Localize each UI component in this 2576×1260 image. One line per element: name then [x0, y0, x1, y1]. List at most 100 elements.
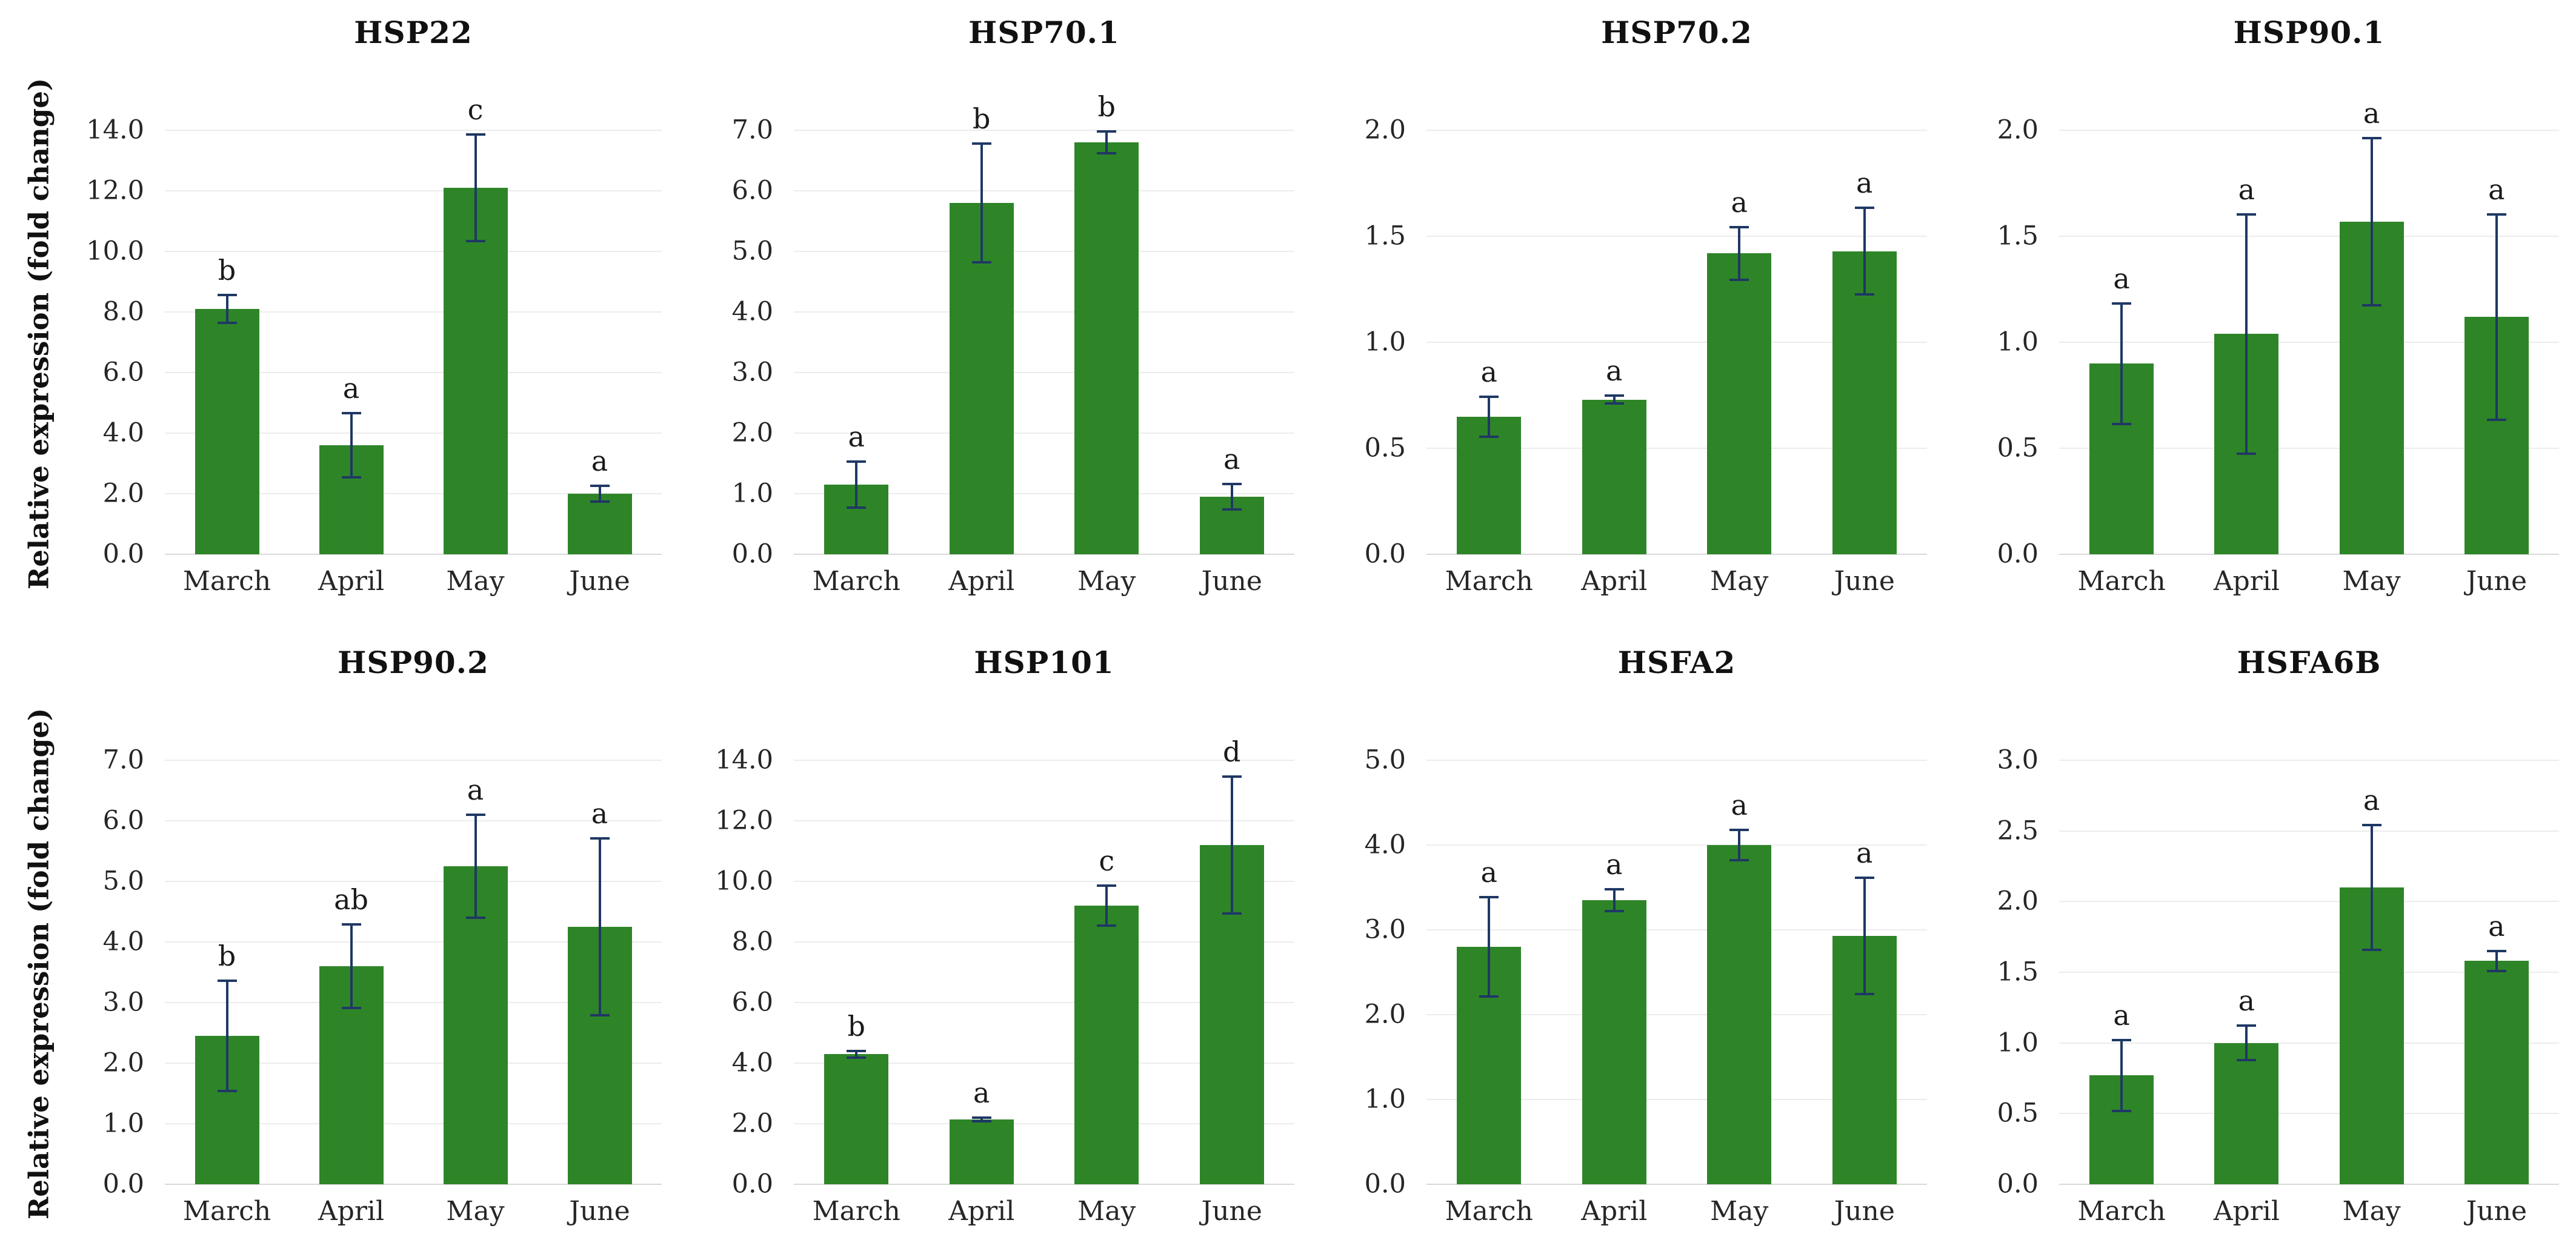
y-tick-label: 4.0 — [1364, 829, 1406, 860]
gridline — [2059, 901, 2559, 903]
error-bar — [1729, 225, 1749, 281]
gridline — [2059, 830, 2559, 832]
chart-hsp22: Relative expression (fold change) HSP22 … — [0, 0, 679, 630]
bar — [949, 1119, 1014, 1184]
y-tick-label: 3.0 — [731, 357, 773, 388]
x-tick-label: June — [1834, 566, 1895, 597]
error-bar — [341, 923, 361, 1009]
error-bar-line — [225, 982, 228, 1090]
significance-letter: a — [2113, 262, 2130, 295]
gridline — [165, 372, 662, 373]
significance-letter: d — [1223, 735, 1241, 768]
plot-area: a a a a — [1426, 760, 1927, 1185]
significance-letter: a — [1480, 856, 1497, 889]
chart-title: HSP70.1 — [968, 15, 1120, 50]
chart-hsp90-2: Relative expression (fold change) HSP90.… — [0, 630, 679, 1260]
error-bar — [1854, 876, 1874, 995]
gridline — [794, 1184, 1294, 1185]
y-tick-label: 0.0 — [731, 539, 773, 569]
gridline — [1426, 554, 1927, 555]
gridline — [2059, 342, 2559, 343]
y-tick-label: 2.0 — [731, 417, 773, 448]
y-tick-label: 1.0 — [102, 1108, 144, 1139]
significance-letter: b — [1097, 90, 1116, 123]
y-tick-label: 6.0 — [731, 987, 773, 1018]
error-bar-line — [2120, 1041, 2123, 1110]
gridline — [2059, 448, 2559, 449]
error-bar — [2486, 213, 2506, 421]
x-tick-label: April — [318, 566, 385, 597]
x-tick-label: April — [1581, 1196, 1648, 1227]
significance-letter: a — [1731, 185, 1748, 219]
y-tick-label: 10.0 — [715, 866, 773, 897]
x-tick-label: March — [2077, 566, 2166, 597]
chart-hsp70-1: HSP70.1 0.0 1.0 2.0 3.0 4.0 5.0 6.0 7.0 a b b a Ma… — [679, 0, 1311, 630]
error-bar-line — [598, 840, 601, 1014]
y-tick-label: 6.0 — [102, 805, 144, 836]
gridline — [2059, 1113, 2559, 1115]
error-bar-line — [2495, 215, 2498, 419]
x-tick-label: June — [569, 1196, 630, 1227]
x-tick-label: April — [948, 1196, 1015, 1227]
gridline — [165, 433, 662, 434]
gridline — [794, 130, 1294, 131]
error-bar — [590, 485, 610, 503]
x-axis: March April May June — [165, 1198, 662, 1237]
x-tick-label: May — [1710, 566, 1769, 597]
significance-letter: a — [1606, 354, 1623, 387]
y-tick-label: 2.0 — [1997, 114, 2039, 145]
x-tick-label: April — [318, 1196, 385, 1227]
chart-hsfa2: HSFA2 0.0 1.0 2.0 3.0 4.0 5.0 a a a a March April… — [1311, 630, 1944, 1260]
gridline — [165, 130, 662, 131]
error-bar — [2237, 1024, 2257, 1061]
y-tick-label: 1.0 — [1364, 1084, 1406, 1115]
error-bar — [2486, 949, 2506, 972]
gridline — [2059, 760, 2559, 761]
y-tick-label: 12.0 — [86, 175, 144, 206]
x-tick-label: March — [812, 566, 900, 597]
significance-letter: a — [973, 1076, 990, 1109]
gridline — [2059, 1184, 2559, 1185]
bar — [443, 866, 508, 1184]
x-tick-label: May — [446, 566, 505, 597]
x-tick-label: March — [1445, 566, 1533, 597]
error-bar-line — [1105, 133, 1108, 152]
y-tick-label: 14.0 — [86, 114, 144, 145]
gridline — [2059, 1042, 2559, 1044]
significance-letter: a — [2488, 173, 2505, 206]
bar — [1457, 416, 1522, 554]
error-bar — [1222, 483, 1242, 511]
gridline — [794, 554, 1294, 555]
chart-title: HSP90.2 — [338, 645, 489, 680]
error-bar — [341, 412, 361, 479]
error-bar-line — [2370, 826, 2373, 949]
gridline — [1426, 130, 1927, 131]
y-tick-label: 0.0 — [1997, 1169, 2039, 1199]
error-bar — [1854, 207, 1874, 296]
error-bar — [217, 980, 237, 1093]
gridline — [1426, 1099, 1927, 1100]
y-tick-label: 1.5 — [1997, 220, 2039, 251]
gridline — [794, 493, 1294, 494]
y-axis: 0.0 2.0 4.0 6.0 8.0 10.0 12.0 14.0 — [679, 747, 773, 1197]
significance-letter: c — [467, 93, 484, 126]
x-tick-label: May — [1077, 566, 1136, 597]
error-bar-line — [855, 1052, 858, 1056]
error-bar-line — [2245, 1027, 2248, 1059]
x-tick-label: May — [1077, 1196, 1136, 1227]
y-tick-label: 2.0 — [1364, 999, 1406, 1030]
error-bar — [971, 1116, 991, 1122]
gridline — [794, 433, 1294, 434]
significance-letter: a — [2363, 784, 2380, 817]
error-bar — [1604, 888, 1624, 912]
y-tick-label: 14.0 — [715, 744, 773, 775]
y-tick-label: 1.0 — [1997, 327, 2039, 357]
y-tick-label: 3.0 — [1364, 914, 1406, 945]
bar — [2464, 961, 2529, 1184]
y-axis: 0.0 0.5 1.0 1.5 2.0 — [1944, 117, 2039, 567]
error-bar-line — [1105, 887, 1108, 924]
bar — [1707, 845, 1772, 1184]
x-tick-label: June — [2466, 1196, 2528, 1227]
x-tick-label: March — [812, 1196, 900, 1227]
